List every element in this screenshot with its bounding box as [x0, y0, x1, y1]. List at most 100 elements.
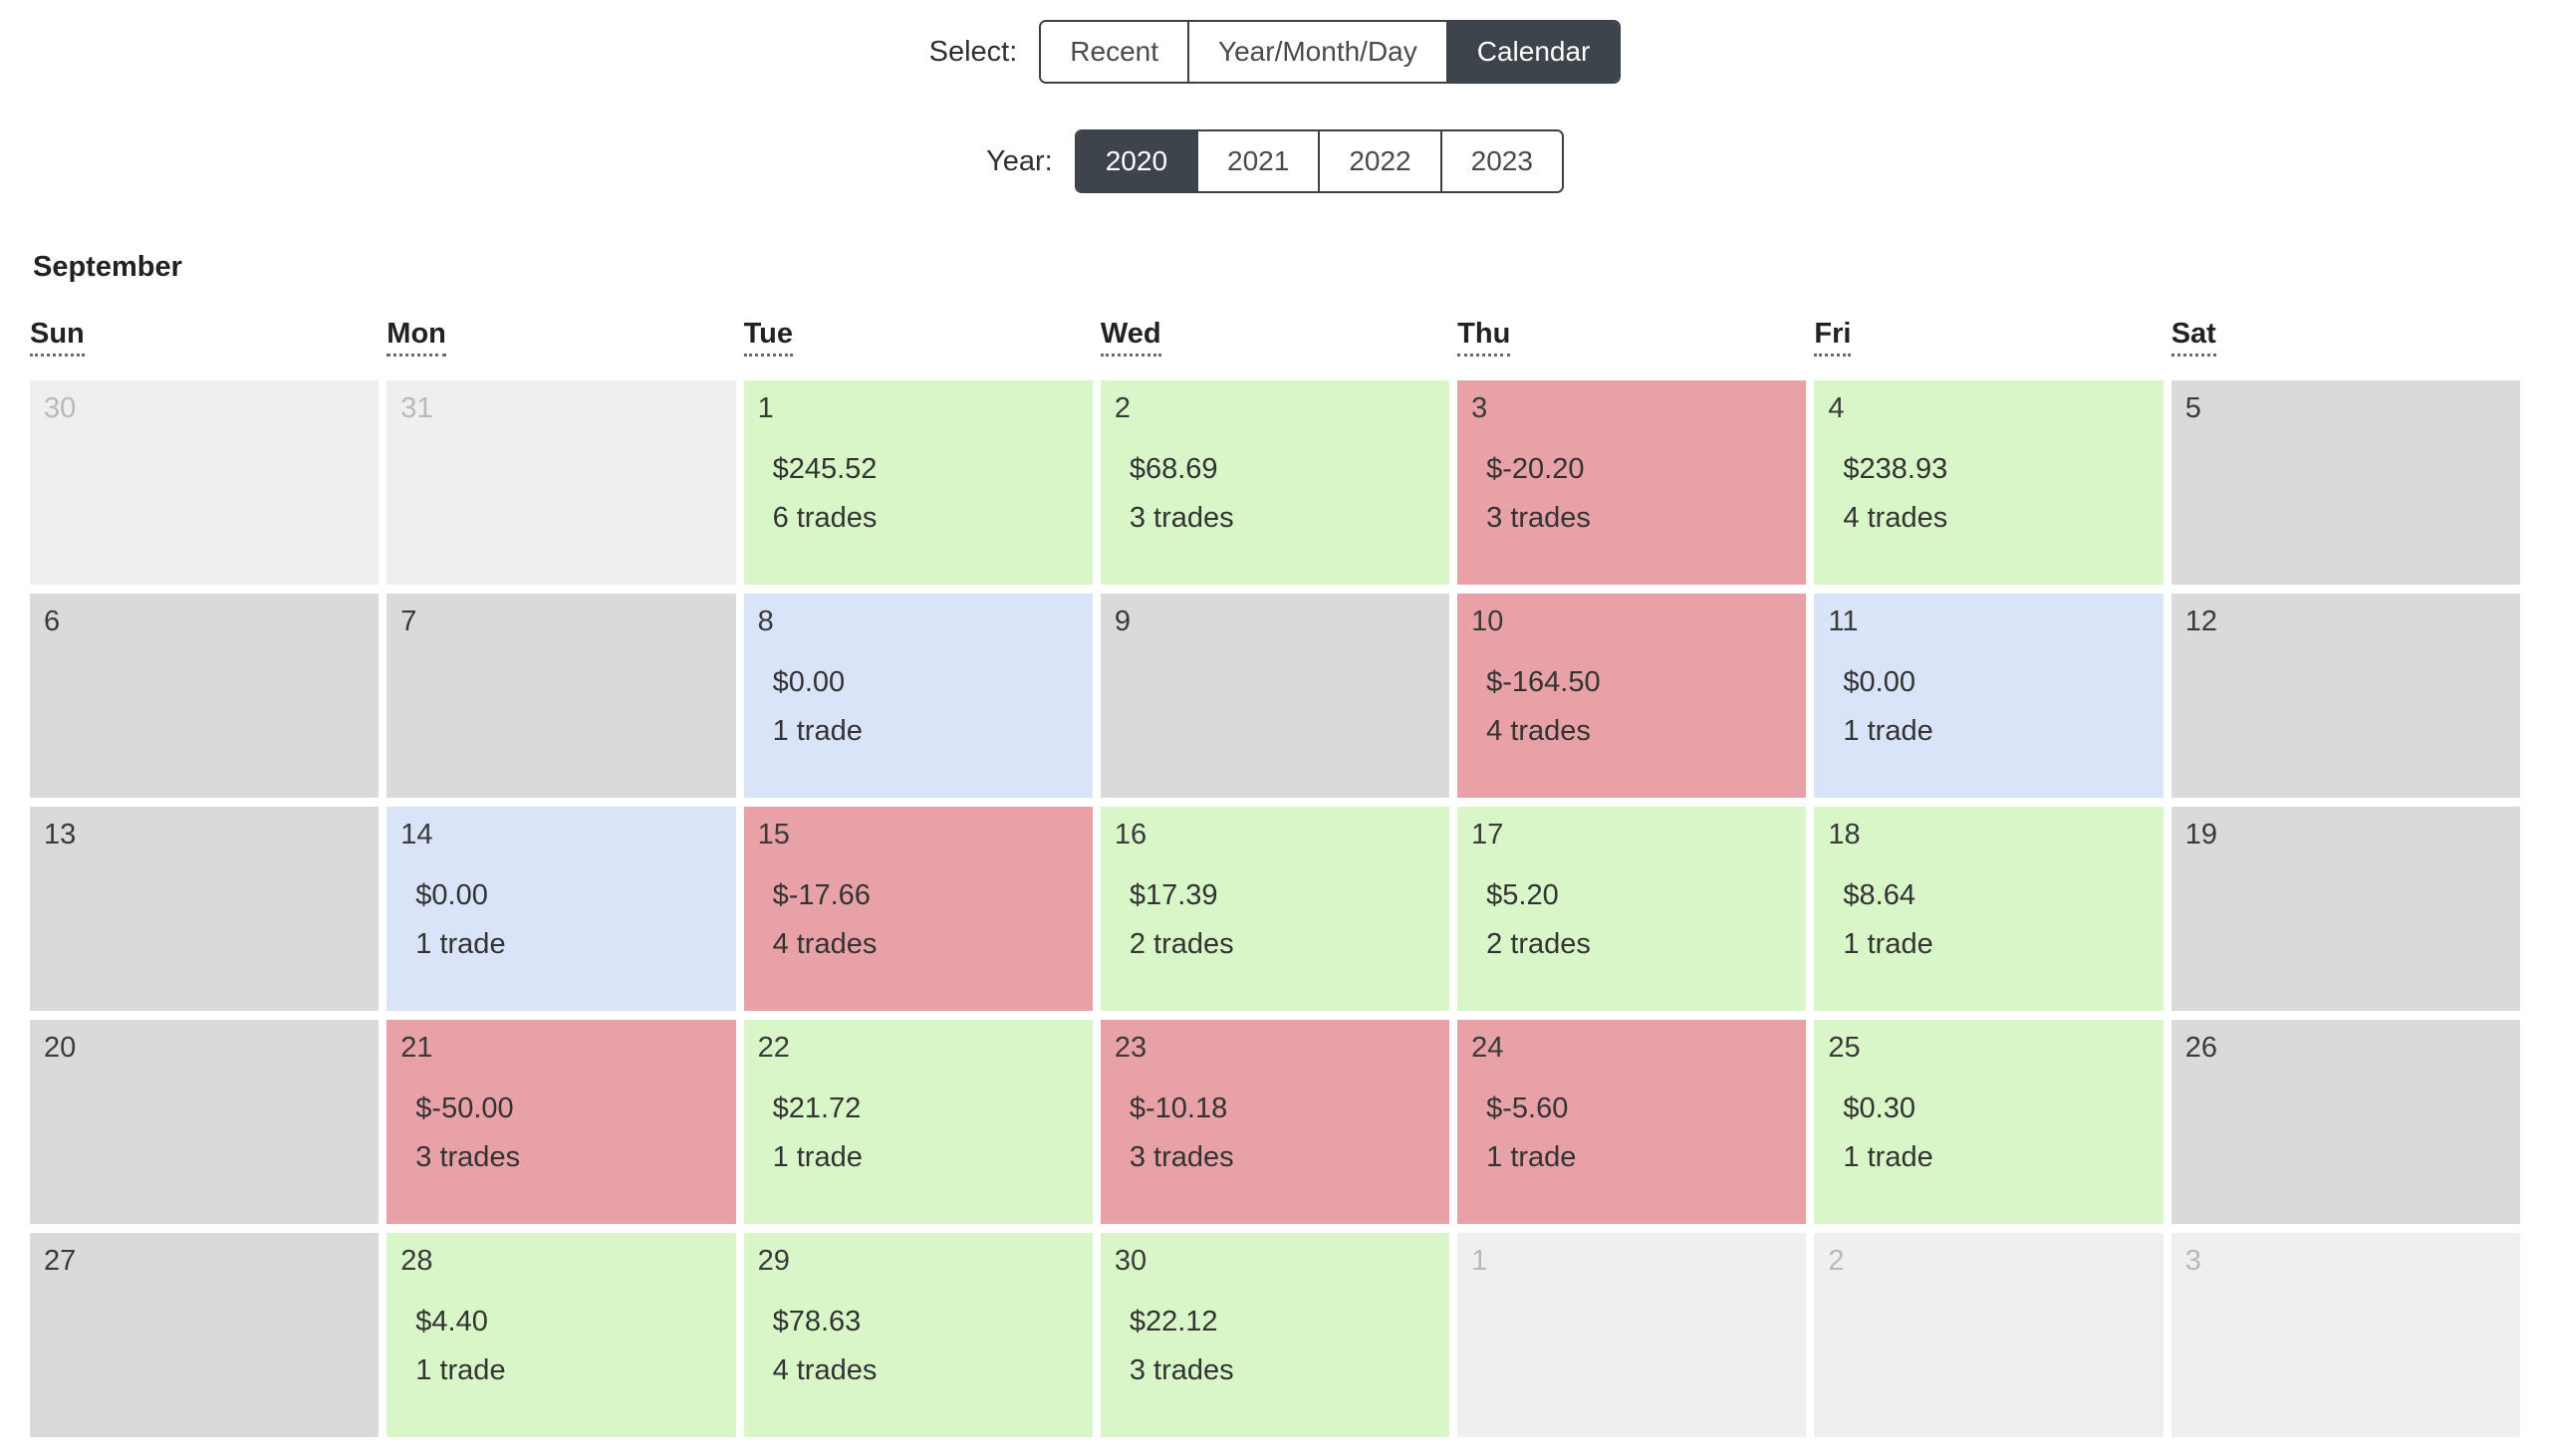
- calendar-day-cell[interactable]: 8 $0.00 1 trade: [743, 594, 1093, 798]
- day-pnl-amount: $-164.50: [1486, 666, 1601, 698]
- calendar-day-cell[interactable]: 15 $-17.66 4 trades: [743, 807, 1093, 1011]
- calendar-day-cell: 7: [386, 594, 736, 798]
- calendar-day-cell[interactable]: 16 $17.39 2 trades: [1100, 807, 1450, 1011]
- calendar-day-cell[interactable]: 17 $5.20 2 trades: [1457, 807, 1807, 1011]
- select-mode-calendar-button[interactable]: Calendar: [1445, 22, 1620, 82]
- day-number: 8: [757, 606, 774, 637]
- day-number: 26: [2184, 1032, 2217, 1064]
- day-pnl-amount: $5.20: [1486, 879, 1559, 911]
- dow-header-tue: Tue: [743, 318, 1093, 357]
- day-trade-count: 1 trade: [772, 715, 863, 747]
- calendar-day-cell: 6: [30, 594, 380, 798]
- calendar-day-cell[interactable]: 18 $8.64 1 trade: [1814, 807, 2164, 1011]
- calendar-day-cell[interactable]: 10 $-164.50 4 trades: [1457, 594, 1807, 798]
- calendar-day-cell[interactable]: 2 $68.69 3 trades: [1100, 380, 1450, 585]
- calendar-day-cell: 20: [30, 1020, 380, 1224]
- day-pnl-amount: $0.30: [1843, 1092, 1915, 1124]
- day-number: 2: [1828, 1245, 1845, 1277]
- day-trade-count: 3 trades: [1129, 502, 1234, 534]
- select-mode-row: Select: Recent Year/Month/Day Calendar: [0, 20, 2550, 84]
- dow-header-sun: Sun: [30, 318, 379, 357]
- calendar-day-cell[interactable]: 29 $78.63 4 trades: [743, 1233, 1093, 1437]
- day-trade-count: 1 trade: [1843, 715, 1933, 747]
- day-trade-count: 3 trades: [1129, 1354, 1234, 1386]
- day-pnl-amount: $0.00: [772, 666, 846, 698]
- calendar-day-cell: 5: [2170, 380, 2520, 585]
- day-trade-count: 4 trades: [772, 1354, 878, 1386]
- day-trade-count: 1 trade: [1843, 928, 1933, 960]
- day-number: 20: [44, 1032, 77, 1064]
- day-number: 6: [44, 606, 61, 637]
- calendar-grid: 30 31 1 $245.52 6 trades 2 $68.69 3 trad…: [30, 380, 2520, 1437]
- year-2022-button[interactable]: 2022: [1318, 131, 1440, 191]
- calendar-day-cell[interactable]: 4 $238.93 4 trades: [1814, 380, 2164, 585]
- day-number: 13: [44, 819, 77, 850]
- calendar-day-cell: 13: [30, 807, 380, 1011]
- calendar-day-cell: 1: [1457, 1233, 1807, 1437]
- day-pnl-amount: $21.72: [772, 1092, 862, 1124]
- day-number: 12: [2184, 606, 2217, 637]
- year-2023-button[interactable]: 2023: [1439, 131, 1562, 191]
- calendar-day-cell: 30: [30, 380, 380, 585]
- day-number: 5: [2184, 392, 2201, 424]
- day-number: 7: [400, 606, 417, 637]
- calendar-day-cell[interactable]: 3 $-20.20 3 trades: [1457, 380, 1807, 585]
- day-pnl-amount: $-20.20: [1486, 453, 1585, 485]
- day-trade-count: 3 trades: [1129, 1141, 1234, 1173]
- day-number: 30: [44, 392, 77, 424]
- dow-header-sat: Sat: [2170, 318, 2520, 357]
- dow-header-thu: Thu: [1457, 318, 1806, 357]
- select-mode-recent-button[interactable]: Recent: [1041, 22, 1187, 82]
- day-number: 25: [1828, 1032, 1861, 1064]
- day-number: 21: [400, 1032, 433, 1064]
- day-trade-count: 1 trade: [1486, 1141, 1577, 1173]
- day-pnl-amount: $22.12: [1129, 1306, 1218, 1337]
- day-number: 16: [1114, 819, 1148, 850]
- select-mode-yearmonthday-button[interactable]: Year/Month/Day: [1187, 22, 1446, 82]
- year-2021-button[interactable]: 2021: [1196, 131, 1319, 191]
- calendar-day-cell[interactable]: 28 $4.40 1 trade: [386, 1233, 736, 1437]
- day-trade-count: 4 trades: [1486, 715, 1591, 747]
- day-trade-count: 3 trades: [415, 1141, 521, 1173]
- calendar-day-cell[interactable]: 1 $245.52 6 trades: [743, 380, 1093, 585]
- day-trade-count: 4 trades: [772, 928, 878, 960]
- calendar-day-cell[interactable]: 22 $21.72 1 trade: [743, 1020, 1093, 1224]
- calendar-day-cell[interactable]: 21 $-50.00 3 trades: [386, 1020, 736, 1224]
- year-select-row: Year: 2020 2021 2022 2023: [0, 129, 2550, 193]
- dow-header-wed: Wed: [1100, 318, 1449, 357]
- day-number: 18: [1828, 819, 1861, 850]
- day-number: 22: [757, 1032, 790, 1064]
- day-number: 9: [1114, 606, 1131, 637]
- day-number: 11: [1828, 606, 1859, 637]
- calendar-day-cell[interactable]: 14 $0.00 1 trade: [386, 807, 736, 1011]
- day-number: 15: [757, 819, 790, 850]
- day-trade-count: 2 trades: [1129, 928, 1234, 960]
- day-number: 31: [400, 392, 433, 424]
- day-number: 17: [1471, 819, 1504, 850]
- day-trade-count: 1 trade: [772, 1141, 863, 1173]
- day-number: 24: [1471, 1032, 1504, 1064]
- calendar-day-cell[interactable]: 24 $-5.60 1 trade: [1457, 1020, 1807, 1224]
- day-pnl-amount: $-5.60: [1486, 1092, 1569, 1124]
- year-label: Year:: [986, 144, 1053, 177]
- dow-header-fri: Fri: [1814, 318, 2163, 357]
- calendar-day-cell: 9: [1100, 594, 1450, 798]
- day-trade-count: 1 trade: [415, 1354, 506, 1386]
- calendar-day-cell[interactable]: 25 $0.30 1 trade: [1814, 1020, 2164, 1224]
- day-pnl-amount: $8.64: [1843, 879, 1915, 911]
- calendar-day-cell: 12: [2170, 594, 2520, 798]
- day-trade-count: 1 trade: [415, 928, 506, 960]
- day-trade-count: 2 trades: [1486, 928, 1591, 960]
- calendar-day-cell[interactable]: 11 $0.00 1 trade: [1814, 594, 2164, 798]
- day-number: 28: [400, 1245, 433, 1277]
- calendar-day-cell: 31: [386, 380, 736, 585]
- year-2020-button[interactable]: 2020: [1076, 131, 1197, 191]
- day-pnl-amount: $238.93: [1843, 453, 1948, 485]
- calendar-day-cell[interactable]: 23 $-10.18 3 trades: [1100, 1020, 1450, 1224]
- calendar-day-cell[interactable]: 30 $22.12 3 trades: [1100, 1233, 1450, 1437]
- day-pnl-amount: $0.00: [415, 879, 488, 911]
- day-number: 1: [1471, 1245, 1488, 1277]
- day-number: 14: [400, 819, 433, 850]
- day-trade-count: 3 trades: [1486, 502, 1591, 534]
- day-number: 4: [1828, 392, 1845, 424]
